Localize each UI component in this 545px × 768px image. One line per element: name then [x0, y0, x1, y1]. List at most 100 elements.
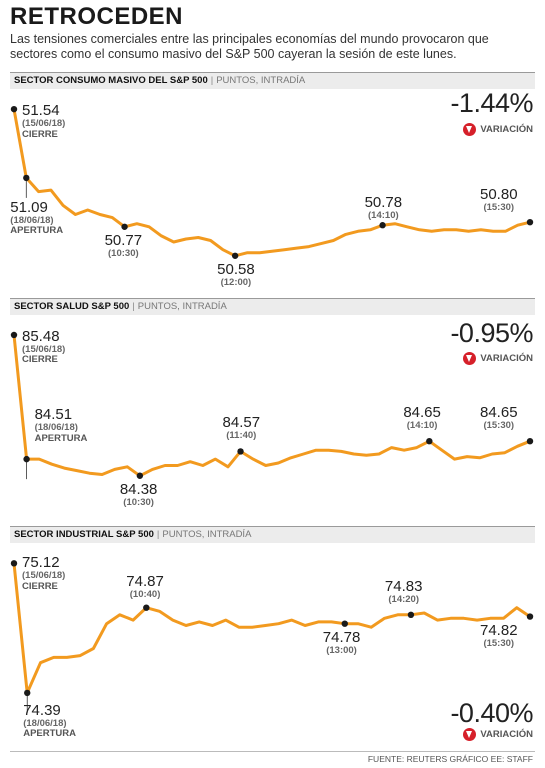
data-point [526, 613, 534, 620]
point-kind: APERTURA [10, 225, 64, 237]
change-percent: -1.44% [450, 88, 533, 118]
point-date: (18/06/18) [10, 214, 54, 226]
point-value: 84.38 [119, 480, 158, 498]
point-annotation: 74.87 (10:40) [126, 574, 164, 600]
footer-divider [10, 751, 535, 752]
point-date: (15/06/18) [22, 570, 66, 582]
data-point [10, 105, 18, 113]
point-value: 50.58 [217, 260, 255, 278]
down-arrow-icon [463, 728, 477, 741]
down-arrow-icon [463, 352, 477, 365]
point-date: (12:00) [220, 276, 252, 288]
sector-header: SECTOR CONSUMO MASIVO DEL S&P 500 | PUNTOS… [10, 73, 535, 89]
chart-panel-2: SECTOR SALUD S&P 500 | PUNTOS, INTRADÍA [0, 298, 545, 516]
point-kind: CIERRE [22, 354, 58, 366]
point-value: 74.78 [322, 628, 361, 646]
point-date: (15:30) [483, 637, 515, 649]
data-point [407, 611, 415, 618]
point-annotation: 51.54 (15/06/18) CIERRE [22, 103, 65, 139]
data-point [526, 438, 534, 445]
data-point [24, 689, 31, 697]
source-footer: FUENTE: REUTERS GRÁFICO EE: STAFF [367, 754, 533, 764]
point-value: 84.65 [403, 404, 441, 422]
data-point [379, 222, 386, 229]
point-annotation: 84.57 (11:40) [223, 415, 261, 441]
unit-label: PUNTOS, INTRADÍA [162, 529, 252, 540]
unit-label: PUNTOS, INTRADÍA [216, 75, 306, 86]
data-point [121, 223, 128, 230]
series-line [12, 107, 532, 258]
point-date: (14:10) [406, 420, 438, 432]
point-value: 84.51 [34, 406, 73, 424]
data-point [23, 174, 30, 182]
point-date: (10:30) [123, 496, 154, 508]
variation-badge: VARIACIÓN [463, 352, 533, 365]
point-annotation: 74.83 (14:20) [385, 579, 423, 605]
point-annotation: 84.51 (18/06/18) APERTURA [35, 407, 88, 443]
down-arrow-icon [463, 123, 477, 136]
point-annotation: 50.78 (14:10) [365, 195, 403, 221]
point-date: (11:40) [226, 430, 257, 442]
point-kind: APERTURA [23, 728, 76, 740]
point-annotation: 74.78 (13:00) [323, 630, 361, 656]
point-annotation: 50.80 (15:30) [480, 187, 518, 213]
point-date: (15/06/18) [22, 118, 66, 130]
point-date: (13:00) [326, 644, 357, 656]
point-annotation: 75.12 (15/06/18) CIERRE [22, 555, 65, 591]
data-point [426, 438, 433, 445]
header-separator: | [156, 529, 160, 540]
point-date: (15/06/18) [22, 343, 66, 355]
header-divider [10, 72, 535, 73]
series-line [12, 333, 532, 478]
point-value: 74.82 [480, 621, 518, 639]
point-annotation: 84.65 (14:10) [403, 405, 441, 431]
data-point [341, 620, 348, 627]
data-point [237, 448, 244, 455]
point-value: 85.48 [22, 327, 60, 345]
header-separator: | [132, 301, 135, 312]
point-kind: CIERRE [22, 128, 58, 140]
page-title: RETROCEDEN [10, 3, 184, 30]
variation-badge: VARIACIÓN [463, 728, 533, 741]
sector-name: SECTOR CONSUMO MASIVO DEL S&P 500 [14, 75, 208, 86]
point-value: 50.78 [364, 194, 403, 212]
point-date: (15:30) [483, 420, 515, 432]
point-annotation: 85.48 (15/06/18) CIERRE [22, 329, 65, 365]
data-point [10, 331, 18, 339]
sector-name: SECTOR INDUSTRIAL S&P 500 [14, 529, 154, 540]
point-value: 75.12 [22, 554, 60, 572]
point-value: 51.09 [10, 198, 48, 216]
point-annotation: 84.65 (15:30) [480, 405, 518, 431]
variation-label: VARIACIÓN [480, 729, 533, 740]
data-point [231, 252, 239, 259]
variation-label: VARIACIÓN [480, 353, 533, 364]
point-value: 84.57 [222, 414, 261, 432]
point-annotation: 51.09 (18/06/18) APERTURA [10, 200, 63, 236]
unit-label: PUNTOS, INTRADÍA [137, 301, 227, 312]
point-value: 84.65 [480, 404, 518, 422]
variation-label: VARIACIÓN [480, 124, 533, 135]
data-point [143, 604, 150, 611]
header-divider [10, 298, 535, 299]
data-point [10, 560, 18, 567]
sector-header: SECTOR INDUSTRIAL S&P 500 | PUNTOS, INTRAD… [10, 527, 535, 543]
data-point [23, 455, 30, 463]
point-kind: CIERRE [22, 580, 58, 592]
point-date: (15:30) [483, 202, 515, 214]
point-value: 74.83 [384, 577, 423, 595]
data-point [136, 472, 144, 479]
point-date: (10:40) [129, 588, 161, 600]
page-subtitle: Las tensiones comerciales entre las prin… [10, 32, 489, 61]
point-value: 74.87 [126, 572, 164, 590]
change-percent: -0.95% [450, 318, 533, 348]
point-date: (18/06/18) [34, 422, 78, 434]
sector-header: SECTOR SALUD S&P 500 | PUNTOS, INTRADÍA [10, 299, 535, 315]
point-kind: APERTURA [34, 432, 88, 444]
point-value: 74.39 [23, 701, 61, 719]
point-annotation: 50.77 (10:30) [105, 233, 143, 259]
point-value: 50.77 [104, 231, 143, 249]
point-value: 50.80 [480, 186, 518, 204]
